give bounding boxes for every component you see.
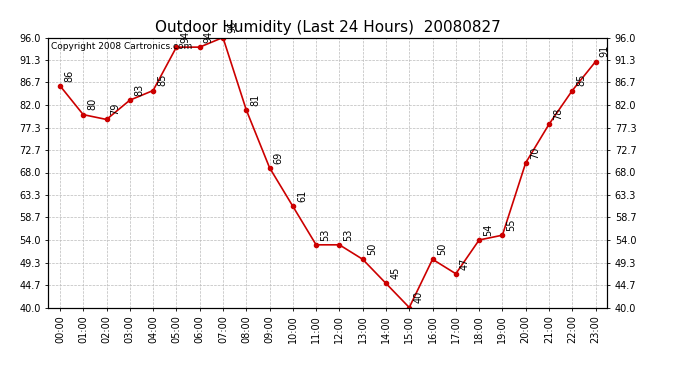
Text: 70: 70 xyxy=(530,146,540,159)
Text: 81: 81 xyxy=(250,93,260,106)
Text: 53: 53 xyxy=(344,228,353,241)
Text: 45: 45 xyxy=(390,267,400,279)
Text: 85: 85 xyxy=(157,74,167,86)
Text: 96: 96 xyxy=(227,21,237,33)
Text: 78: 78 xyxy=(553,108,563,120)
Text: 86: 86 xyxy=(64,69,74,81)
Title: Outdoor Humidity (Last 24 Hours)  20080827: Outdoor Humidity (Last 24 Hours) 2008082… xyxy=(155,20,501,35)
Text: 61: 61 xyxy=(297,190,307,202)
Text: Copyright 2008 Cartronics.com: Copyright 2008 Cartronics.com xyxy=(51,42,193,51)
Text: 50: 50 xyxy=(367,243,377,255)
Text: 47: 47 xyxy=(460,257,470,270)
Text: 40: 40 xyxy=(413,291,424,303)
Text: 80: 80 xyxy=(88,98,97,111)
Text: 94: 94 xyxy=(204,31,214,43)
Text: 55: 55 xyxy=(506,219,517,231)
Text: 69: 69 xyxy=(274,151,284,164)
Text: 94: 94 xyxy=(181,31,190,43)
Text: 83: 83 xyxy=(134,84,144,96)
Text: 54: 54 xyxy=(483,224,493,236)
Text: 50: 50 xyxy=(437,243,446,255)
Text: 91: 91 xyxy=(600,45,610,57)
Text: 79: 79 xyxy=(110,103,121,115)
Text: 85: 85 xyxy=(576,74,586,86)
Text: 53: 53 xyxy=(320,228,331,241)
